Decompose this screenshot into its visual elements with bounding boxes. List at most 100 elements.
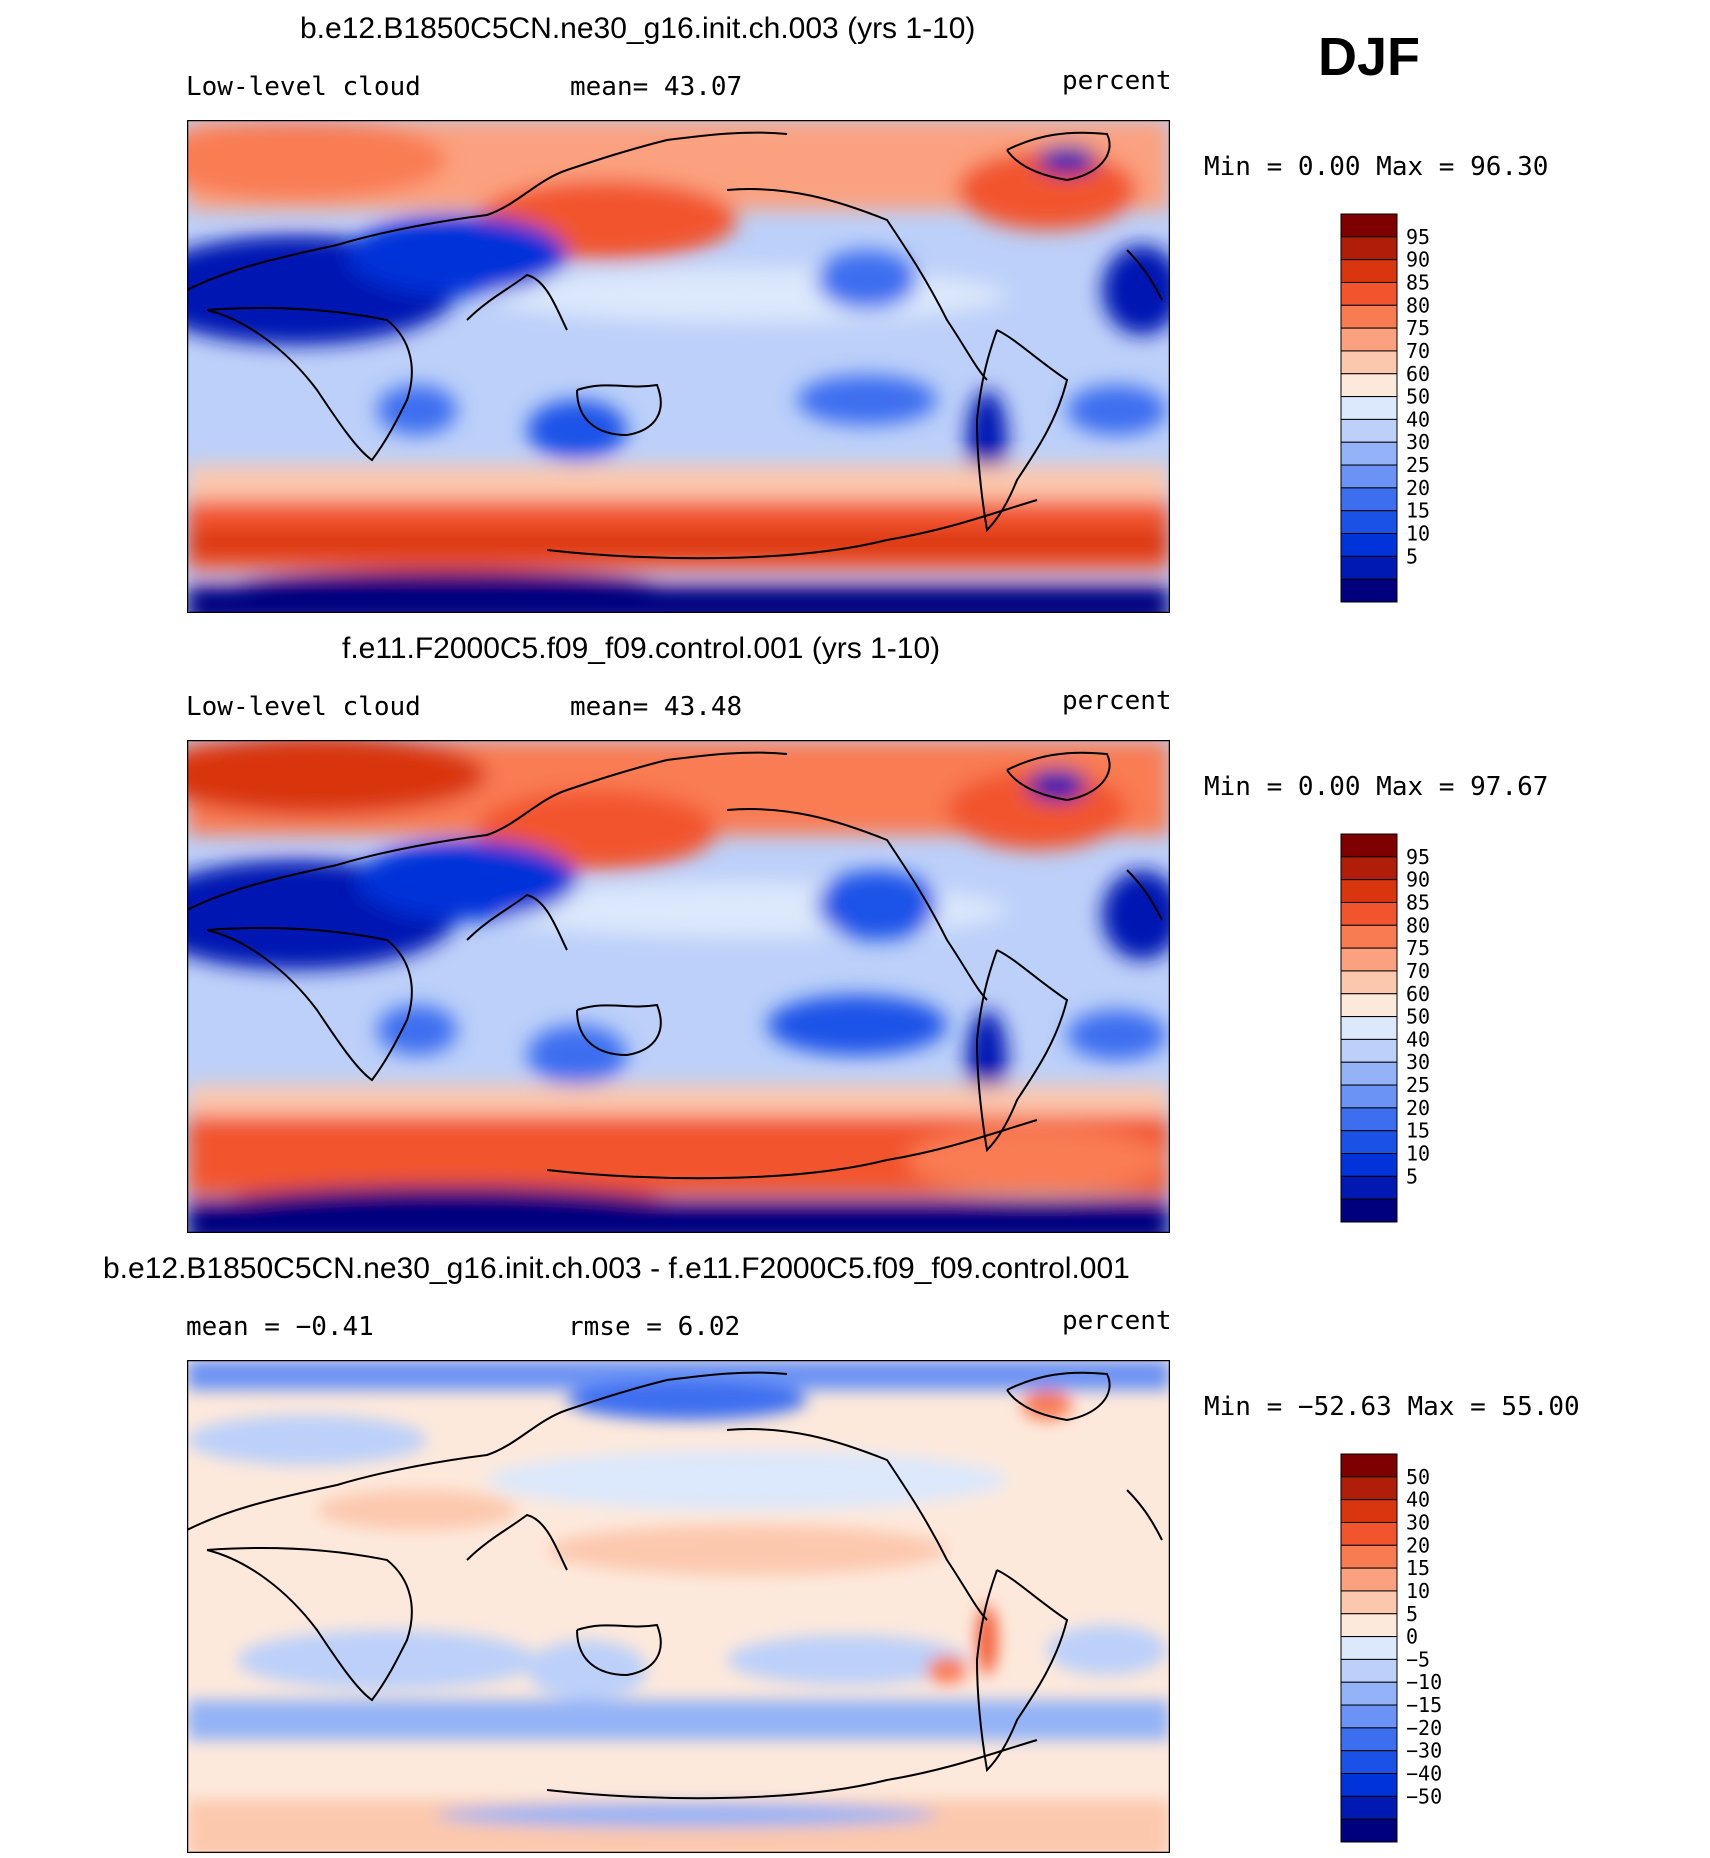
panel-1-epacific-low — [797, 375, 937, 425]
panel-1-colorbar-swatch — [1340, 418, 1398, 443]
panel-1-southern-ocean-core — [187, 530, 1170, 555]
panel-1-siberia-high — [187, 120, 447, 200]
panel-2-mean-label: mean= 43.48 — [570, 692, 743, 722]
panel-3-colorbar-label: 15 — [1406, 1556, 1430, 1580]
panel-3-colorbar-label: −30 — [1406, 1739, 1442, 1763]
panel-1-australia-low — [527, 400, 627, 460]
panel-1-asia-low — [347, 215, 567, 295]
panel-2-colorbar-swatch — [1340, 1198, 1398, 1223]
panel-2-greenland-low — [1027, 769, 1087, 801]
panel-3-mean-label: mean = −0.41 — [186, 1312, 374, 1342]
panel-1-namerica-low — [817, 250, 917, 310]
panel-3-colorbar-swatches — [1340, 1453, 1398, 1843]
panel-1-colorbar-swatch — [1340, 350, 1398, 375]
panel-2-colorbar-swatch — [1340, 879, 1398, 903]
panel-2-colorbar-swatch — [1340, 1153, 1398, 1177]
panel-1-satlantic-low — [1067, 385, 1167, 435]
panel-3-colorbar-label: 30 — [1406, 1510, 1430, 1534]
panel-3-colorbar-swatch — [1340, 1590, 1398, 1615]
panel-3-colorbar-label: 5 — [1406, 1602, 1418, 1626]
panel-1-colorbar-swatch — [1340, 487, 1398, 512]
panel-1-minmax: Min = 0.00 Max = 96.30 — [1204, 152, 1549, 182]
panel-2-minmax: Min = 0.00 Max = 97.67 — [1204, 772, 1549, 802]
panel-2-map — [187, 740, 1170, 1233]
panel-2-colorbar-swatch — [1340, 1016, 1398, 1040]
panel-2-natlantic-low — [1102, 870, 1170, 960]
panel-1-antarctica-low — [227, 570, 667, 610]
panel-1-colorbar-swatch — [1340, 510, 1398, 535]
panel-1-africa-low — [377, 385, 457, 435]
panel-3-npacific-negative — [487, 1450, 1007, 1510]
panel-1-colorbar-swatch — [1340, 327, 1398, 352]
panel-2-colorbar-swatch — [1340, 1130, 1398, 1155]
panel-1-colorbar-label: 30 — [1406, 430, 1430, 454]
panel-2-colorbar-swatch — [1340, 856, 1398, 881]
panel-2-siberia-high — [187, 740, 487, 815]
panel-2-colorbar-swatch — [1340, 1038, 1398, 1063]
panel-3-colorbar-swatch — [1340, 1567, 1398, 1592]
panel-3-colorbar-label: 0 — [1406, 1625, 1418, 1649]
panel-1-colorbar-label: 60 — [1406, 362, 1430, 386]
panel-1-colorbar-label: 20 — [1406, 476, 1430, 500]
panel-3-colorbar-label: −50 — [1406, 1784, 1442, 1808]
panel-3-colorbar-swatch — [1340, 1681, 1398, 1706]
panel-3-australia-negative — [527, 1640, 647, 1700]
panel-3-colorbar-swatch — [1340, 1499, 1398, 1523]
panel-1-colorbar-swatches — [1340, 213, 1398, 603]
panel-3-antarctic-negative — [437, 1803, 937, 1827]
panel-3-pacific-positive — [547, 1525, 947, 1575]
panel-3-colorbar-swatch — [1340, 1476, 1398, 1501]
panel-1-title: b.e12.B1850C5CN.ne30_g16.init.ch.003 (yr… — [300, 12, 976, 45]
panel-3-colorbar-swatch — [1340, 1704, 1398, 1729]
panel-1-southern-ocean-light — [187, 465, 1170, 505]
panel-2-colorbar-swatch — [1340, 1175, 1398, 1200]
panel-2-epacific-low — [767, 995, 947, 1055]
panel-2-variable-label: Low-level cloud — [186, 692, 421, 722]
panel-2-colorbar-label: 90 — [1406, 868, 1430, 892]
panel-2-units-label: percent — [1062, 686, 1172, 716]
panel-2-colorbar-label: 80 — [1406, 913, 1430, 937]
panel-2-colorbar-swatch — [1340, 924, 1398, 949]
panel-1-colorbar-label: 25 — [1406, 453, 1430, 477]
panel-2-colorbar-swatch — [1340, 970, 1398, 995]
panel-1-colorbar-swatch — [1340, 259, 1398, 283]
panel-3-colorbar-swatch — [1340, 1453, 1398, 1478]
panel-3-southern-ocean-negative — [187, 1700, 1170, 1740]
panel-2-colorbar-label: 30 — [1406, 1050, 1430, 1074]
panel-3-colorbar-label: −15 — [1406, 1693, 1442, 1717]
panel-3-minmax: Min = −52.63 Max = 55.00 — [1204, 1392, 1580, 1422]
panel-3-colorbar-label: 20 — [1406, 1533, 1430, 1557]
panel-3-colorbar-swatch — [1340, 1795, 1398, 1820]
panel-1-colorbar-label: 5 — [1406, 544, 1418, 568]
panel-3-colorbar-swatch — [1340, 1818, 1398, 1843]
panel-1-colorbar-label: 95 — [1406, 225, 1430, 249]
panel-2-colorbar-swatch — [1340, 1084, 1398, 1109]
panel-3-colorbar-swatch — [1340, 1544, 1398, 1569]
panel-3-colorbar-label: −40 — [1406, 1762, 1442, 1786]
panel-1-colorbar-label: 40 — [1406, 407, 1430, 431]
panel-3-colorbar-label: −20 — [1406, 1716, 1442, 1740]
panel-3-arctic-strong-negative — [567, 1380, 807, 1420]
panel-2-title: f.e11.F2000C5.f09_f09.control.001 (yrs 1… — [342, 632, 941, 665]
panel-3-indian-negative — [237, 1630, 537, 1690]
panel-1-colorbar-swatch — [1340, 281, 1398, 306]
panel-1-colorbar-label: 10 — [1406, 522, 1430, 546]
panel-3-satlantic-negative — [1047, 1625, 1167, 1675]
panel-2-colorbar-label: 25 — [1406, 1073, 1430, 1097]
panel-3-colorbar-label: −5 — [1406, 1647, 1430, 1671]
panel-2-colorbar-label: 10 — [1406, 1142, 1430, 1166]
panel-3-colorbar-label: 40 — [1406, 1488, 1430, 1512]
panel-2-colorbar-swatches — [1340, 833, 1398, 1223]
panel-3-asia-positive — [317, 1490, 517, 1530]
panel-3-colorbar-swatch — [1340, 1636, 1398, 1660]
panel-2-australia-low — [527, 1025, 627, 1085]
panel-1-colorbar-label: 80 — [1406, 293, 1430, 317]
panel-2-colorbar-label: 75 — [1406, 936, 1430, 960]
panel-2-colorbar-label: 95 — [1406, 845, 1430, 869]
panel-2-colorbar-label: 85 — [1406, 890, 1430, 914]
panel-3-colorbar-swatch — [1340, 1613, 1398, 1638]
